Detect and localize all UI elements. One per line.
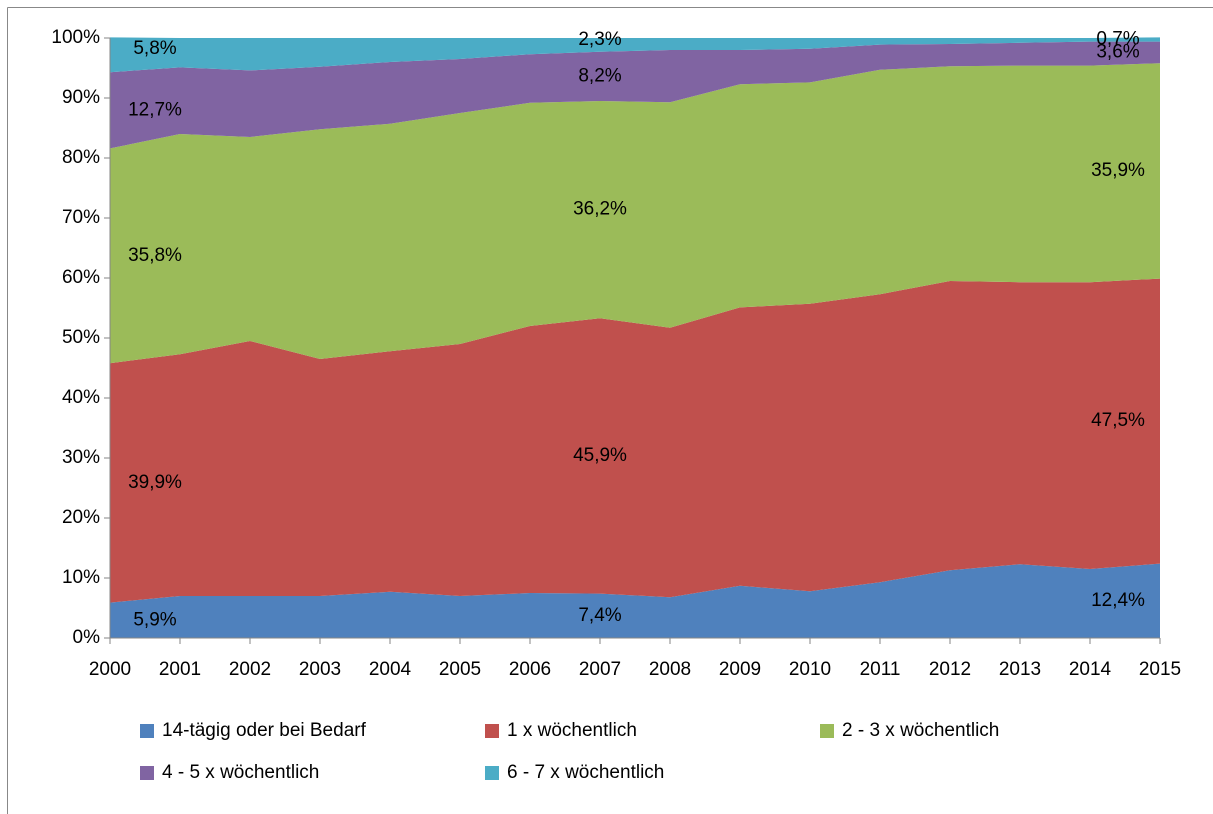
area xyxy=(110,63,1160,364)
data-label: 3,6% xyxy=(1096,41,1139,62)
x-tick-label: 2008 xyxy=(649,659,691,680)
area xyxy=(110,41,1160,149)
x-tick-label: 2003 xyxy=(299,659,341,680)
y-tick-label: 0% xyxy=(73,627,101,648)
data-label: 45,9% xyxy=(573,445,627,466)
x-tick-label: 2011 xyxy=(860,659,901,680)
y-tick-label: 40% xyxy=(62,387,100,408)
x-tick-label: 2009 xyxy=(719,659,761,680)
legend-swatch xyxy=(140,724,154,738)
x-tick-label: 2010 xyxy=(789,659,831,680)
x-tick-label: 2006 xyxy=(509,659,551,680)
y-tick-label: 30% xyxy=(62,447,100,468)
area xyxy=(110,37,1160,73)
y-tick-label: 10% xyxy=(62,567,100,588)
data-label: 47,5% xyxy=(1091,410,1145,431)
legend-swatch xyxy=(485,724,499,738)
data-label: 36,2% xyxy=(573,199,627,220)
legend-label: 1 x wöchentlich xyxy=(507,720,637,741)
area xyxy=(110,278,1160,603)
data-label: 39,9% xyxy=(128,472,182,493)
data-label: 12,4% xyxy=(1091,590,1145,611)
y-tick-label: 80% xyxy=(62,147,100,168)
y-tick-label: 70% xyxy=(62,207,100,228)
legend-label: 6 - 7 x wöchentlich xyxy=(507,762,664,783)
data-label: 2,3% xyxy=(578,29,621,50)
data-label: 0,7% xyxy=(1096,28,1139,49)
legend-swatch xyxy=(820,724,834,738)
x-tick-label: 2004 xyxy=(369,659,412,680)
data-label: 12,7% xyxy=(128,99,182,120)
y-tick-label: 90% xyxy=(62,87,100,108)
y-tick-label: 100% xyxy=(51,27,100,48)
x-tick-label: 2000 xyxy=(89,659,131,680)
data-label: 7,4% xyxy=(578,605,621,626)
y-tick-label: 60% xyxy=(62,267,100,288)
x-tick-label: 2013 xyxy=(999,659,1041,680)
legend-label: 2 - 3 x wöchentlich xyxy=(842,720,999,741)
x-tick-label: 2012 xyxy=(929,659,971,680)
x-tick-label: 2007 xyxy=(579,659,621,680)
data-label: 8,2% xyxy=(578,65,621,86)
x-tick-label: 2005 xyxy=(439,659,481,680)
x-tick-label: 2014 xyxy=(1069,659,1112,680)
data-label: 5,9% xyxy=(133,609,176,630)
legend-swatch xyxy=(140,766,154,780)
data-label: 35,8% xyxy=(128,245,182,266)
data-label: 5,8% xyxy=(133,38,176,59)
data-label: 35,9% xyxy=(1091,160,1145,181)
area xyxy=(110,563,1160,638)
legend-label: 4 - 5 x wöchentlich xyxy=(162,762,319,783)
x-tick-label: 2002 xyxy=(229,659,271,680)
legend-swatch xyxy=(485,766,499,780)
x-tick-label: 2001 xyxy=(159,659,201,680)
legend-label: 14-tägig oder bei Bedarf xyxy=(162,720,367,741)
y-tick-label: 50% xyxy=(62,327,100,348)
y-tick-label: 20% xyxy=(62,507,100,528)
x-tick-label: 2015 xyxy=(1139,659,1181,680)
